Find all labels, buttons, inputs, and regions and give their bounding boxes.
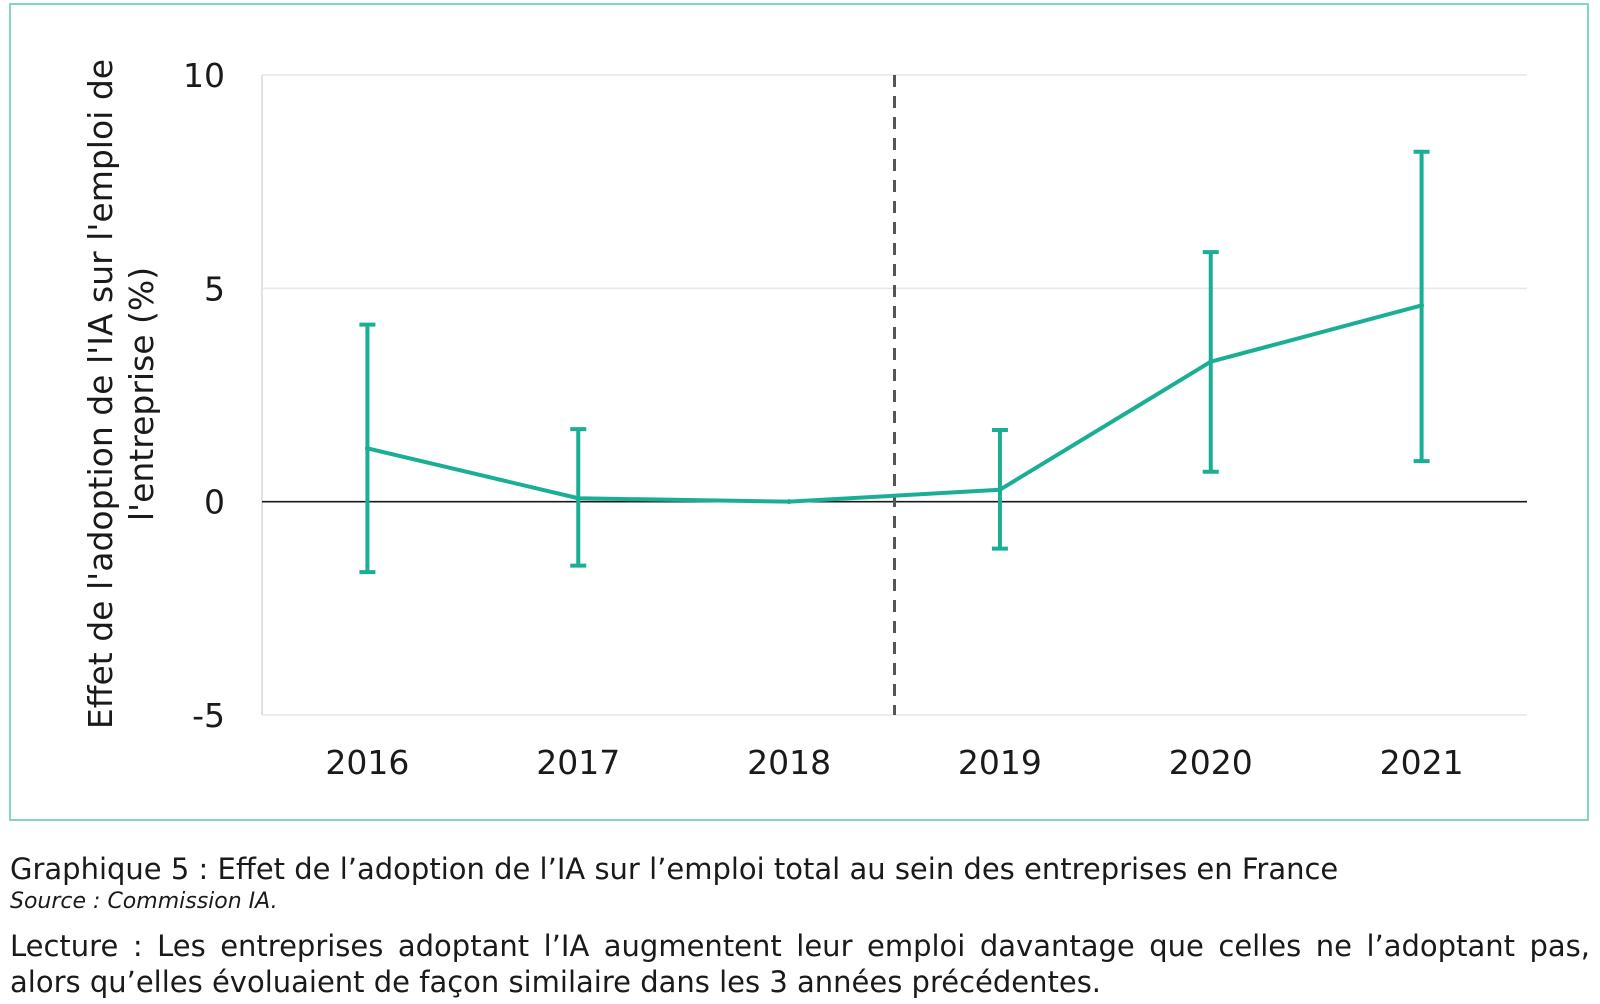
- y-tick-label: 10: [183, 56, 225, 95]
- x-tick-label: 2018: [747, 743, 831, 782]
- y-tick-label: 0: [204, 483, 225, 522]
- x-tick-label: 2016: [325, 743, 409, 782]
- data-point: [1419, 302, 1425, 308]
- data-point: [997, 487, 1003, 493]
- figure-title: Graphique 5 : Effet de l’adoption de l’I…: [10, 852, 1339, 886]
- y-axis-label-line-2: l'entreprise (%): [122, 267, 161, 521]
- x-tick-label: 2019: [958, 743, 1042, 782]
- series-line: [366, 303, 1423, 504]
- figure-reading-note: Lecture : Les entreprises adoptant l’IA …: [10, 929, 1590, 999]
- y-axis-label-line-1: Effet de l'adoption de l'IA sur l'emploi…: [81, 59, 120, 729]
- data-point: [786, 499, 792, 505]
- chart-frame: [9, 3, 1589, 821]
- x-tick-label: 2017: [536, 743, 620, 782]
- y-tick-label: 5: [204, 269, 225, 308]
- data-point: [575, 495, 581, 501]
- data-point: [364, 445, 370, 451]
- y-tick-label: -5: [192, 696, 225, 735]
- figure-source: Source : Commission IA.: [10, 889, 278, 914]
- data-point: [1208, 359, 1214, 365]
- x-tick-label: 2021: [1380, 743, 1464, 782]
- x-tick-label: 2020: [1169, 743, 1253, 782]
